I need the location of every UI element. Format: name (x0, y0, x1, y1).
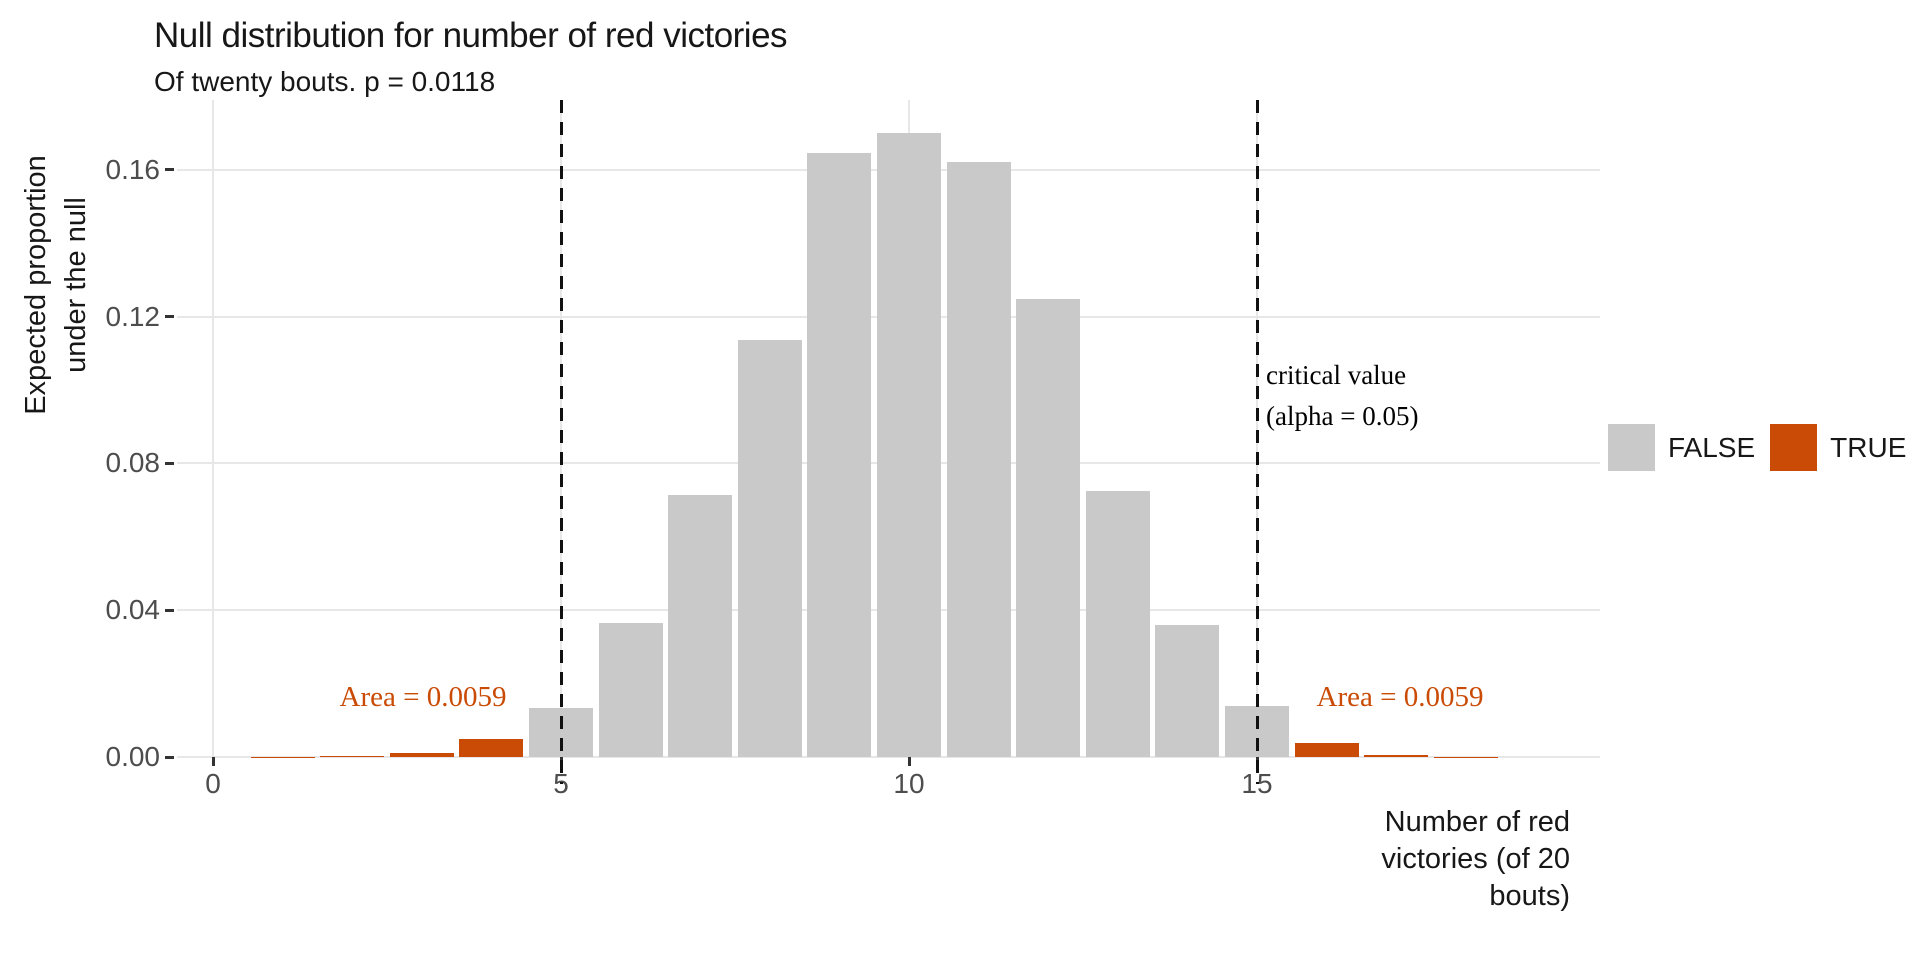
bar-x4-extreme (459, 739, 524, 757)
y-tick-label-0.00: 0.00 (105, 741, 161, 772)
bar-x10 (877, 133, 941, 757)
y-tick-label-0.12: 0.12 (105, 300, 161, 332)
x-axis-title-line3: bouts) (1489, 880, 1570, 912)
bar-x12 (1016, 298, 1081, 757)
area-annotation-right: Area = 0.0059 (1316, 681, 1484, 713)
bar-x16-extreme (1294, 743, 1359, 757)
y-tick-label-0.04: 0.04 (105, 594, 161, 626)
bar-x13 (1085, 490, 1150, 757)
legend-label-true: TRUE (1830, 431, 1907, 463)
critical-value-line-x5 (559, 100, 563, 784)
critical-value-annotation-line2: (alpha = 0.05) (1266, 401, 1419, 431)
x-axis-title-line2: victories (of 20 (1381, 843, 1570, 875)
x-axis-title-line1: Number of red (1384, 806, 1570, 838)
gridline-y-0.00 (177, 756, 1600, 758)
x-tick-label-10: 10 (893, 768, 925, 799)
bar-x2-extreme (320, 756, 385, 757)
critical-value-annotation-line1: critical value (1266, 360, 1407, 390)
y-tick-mark-0.12 (165, 315, 174, 319)
chart-title: Null distribution for number of red vict… (154, 16, 788, 55)
bar-x14 (1155, 624, 1220, 757)
x-tick-label-0: 0 (205, 768, 221, 799)
legend-label-false: FALSE (1668, 431, 1756, 463)
legend-key-true (1770, 424, 1818, 471)
x-tick-mark-10 (907, 757, 911, 766)
legend-item-true: TRUE (1770, 424, 1906, 471)
critical-value-line-x15 (1255, 100, 1259, 784)
bar-x3-extreme (389, 752, 454, 757)
y-tick-label-0.08: 0.08 (105, 447, 161, 479)
y-tick-mark-0.04 (165, 608, 174, 612)
area-annotation-left: Area = 0.0059 (339, 681, 507, 713)
y-tick-mark-0.00 (165, 755, 174, 759)
critical-value-annotation: critical value (alpha = 0.05) (1266, 355, 1418, 437)
y-tick-mark-0.08 (165, 461, 174, 465)
bar-x7 (668, 494, 733, 757)
legend: FALSE TRUE (1608, 424, 1906, 471)
bar-x6 (598, 622, 663, 757)
gridline-x-0 (212, 100, 214, 757)
y-tick-label-0.16: 0.16 (105, 153, 161, 185)
bar-x11 (946, 162, 1011, 757)
x-tick-mark-0 (211, 757, 215, 766)
legend-key-false (1608, 424, 1655, 471)
chart-subtitle: Of twenty bouts. p = 0.0118 (154, 66, 496, 97)
legend-item-false: FALSE (1608, 424, 1755, 471)
bar-x17-extreme (1364, 755, 1429, 757)
bar-x8 (737, 339, 802, 757)
y-tick-mark-0.16 (165, 168, 174, 172)
x-axis-title: Number of red victories (of 20 bouts) (1381, 804, 1570, 915)
bar-x9 (807, 152, 872, 757)
